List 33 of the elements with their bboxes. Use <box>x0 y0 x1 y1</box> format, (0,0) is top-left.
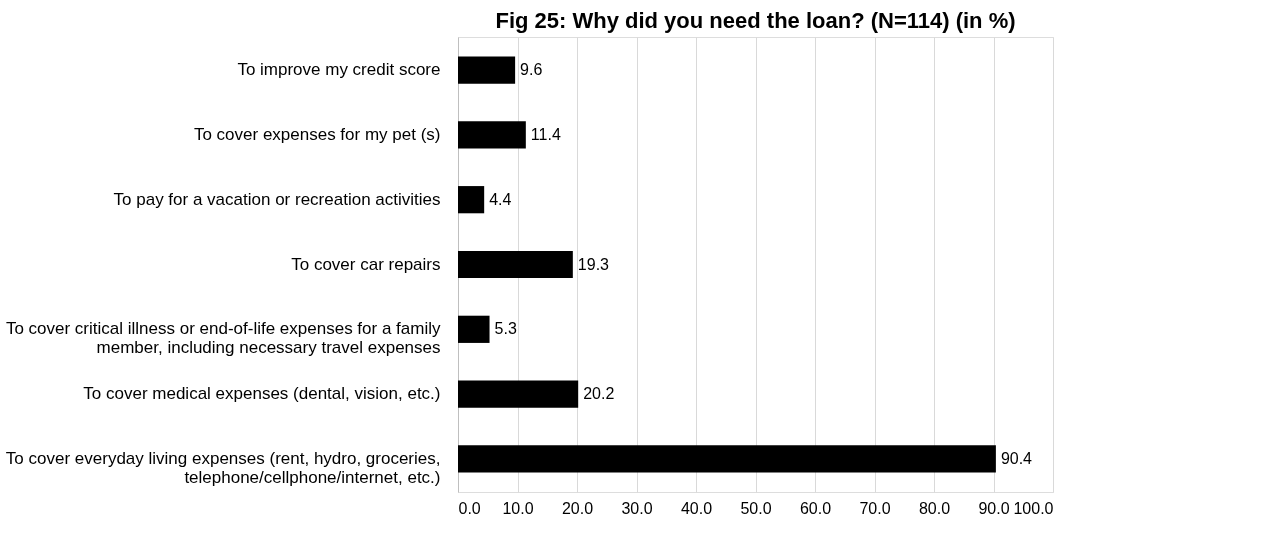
data-label: 19.3 <box>577 255 610 273</box>
bar <box>458 250 573 279</box>
bar <box>458 186 485 214</box>
bar <box>458 121 526 149</box>
bar <box>458 315 490 343</box>
data-label: 9.6 <box>520 61 543 79</box>
bar <box>458 380 579 408</box>
x-tick-label: 70.0 <box>859 499 891 517</box>
x-tick-label: 60.0 <box>799 499 832 517</box>
x-tick-label: 50.0 <box>740 499 772 517</box>
y-tick-label: To cover critical illness or end-of-life expenses for a family member, including necessary travel expenses <box>5 319 441 358</box>
bar <box>458 56 516 84</box>
x-tick-label: 10.0 <box>502 499 534 517</box>
y-tick-label: To cover car repairs <box>291 254 441 274</box>
chart-title: Fig 25: Why did you need the loan? (N=114) (in %) <box>495 8 1016 33</box>
x-tick-label: 20.0 <box>561 499 594 517</box>
y-tick-label: To pay for a vacation or recreation activities <box>113 189 441 209</box>
data-label: 5.3 <box>494 320 517 338</box>
y-tick-label: To cover everyday living expenses (rent, hydro, groceries, telephone/cellphone/internet, etc.) <box>5 448 441 487</box>
y-tick-label: To cover expenses for my pet (s) <box>193 124 441 144</box>
x-tick-label: 0.0 <box>458 499 481 517</box>
data-label: 4.4 <box>489 190 512 208</box>
x-tick-label: 30.0 <box>621 499 653 517</box>
data-label: 20.2 <box>583 385 615 403</box>
data-label: 11.4 <box>530 125 561 143</box>
x-tick-label: 90.0 <box>978 499 1010 517</box>
y-tick-label: To improve my credit score <box>237 60 441 80</box>
bar <box>458 445 996 473</box>
y-tick-label: To cover medical expenses (dental, vision, etc.) <box>83 384 441 404</box>
data-label: 90.4 <box>1000 449 1033 467</box>
x-tick-label: 80.0 <box>918 499 951 517</box>
x-tick-label: 100.0 <box>1013 499 1054 517</box>
x-tick-label: 40.0 <box>680 499 713 517</box>
